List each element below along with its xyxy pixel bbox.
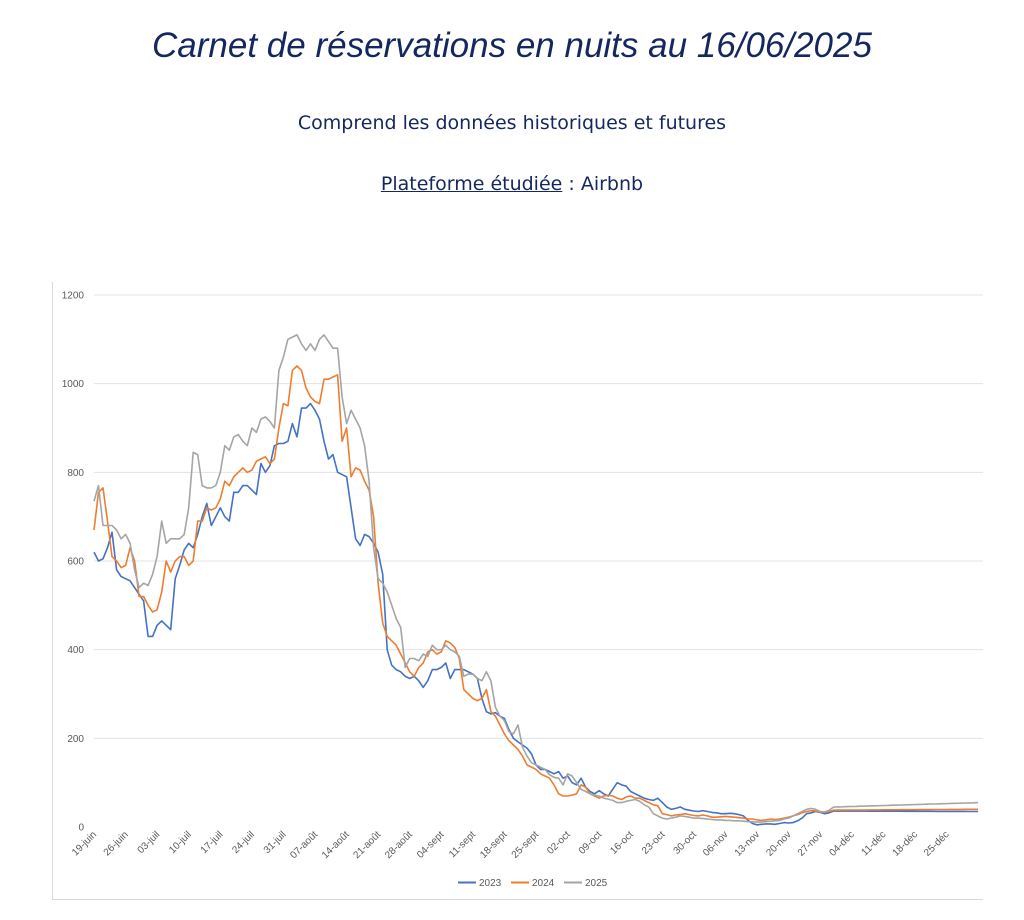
y-tick-label: 800 — [67, 468, 84, 479]
x-tick-label: 14-août — [320, 829, 352, 861]
y-tick-label: 400 — [67, 645, 84, 656]
legend-label-2025: 2025 — [585, 878, 608, 889]
series-line-2024 — [93, 365, 978, 822]
platform-value: Airbnb — [580, 173, 644, 195]
line-chart: 0 200 400 600 800 1000 1200 19-juin 26-juin 03-ju… — [62, 291, 983, 889]
x-tick-label: 30-oct — [672, 829, 700, 857]
x-tick-label: 11-déc — [860, 829, 889, 858]
y-tick-label: 200 — [67, 734, 84, 745]
x-tick-label: 18-sept — [478, 829, 510, 861]
x-tick-label: 31-juil — [262, 829, 289, 856]
platform-label: Plateforme étudiée — [380, 173, 563, 195]
platform-line: Plateforme étudiée : Airbnb — [0, 173, 1024, 195]
x-tick-label: 13-nov — [733, 829, 762, 858]
page-title: Carnet de réservations en nuits au 16/06… — [152, 26, 872, 65]
y-tick-label: 1200 — [62, 291, 85, 302]
x-tick-label: 04-sept — [415, 829, 447, 861]
legend-label-2024: 2024 — [532, 878, 555, 889]
y-tick-label: 0 — [78, 823, 84, 834]
x-tick-label: 02-oct — [545, 829, 573, 857]
x-tick-label: 20-nov — [764, 829, 793, 858]
x-tick-label: 04-déc — [827, 829, 856, 858]
x-tick-label: 27-nov — [796, 829, 825, 858]
y-tick-label: 1000 — [62, 379, 85, 390]
chart-frame: 0 200 400 600 800 1000 1200 19-juin 26-juin 03-ju… — [52, 282, 983, 900]
x-tick-label: 09-oct — [577, 829, 605, 857]
y-tick-label: 600 — [67, 557, 84, 568]
platform-separator: : — [562, 173, 581, 195]
x-tick-label: 03-juil — [136, 829, 163, 856]
page-subtitle: Comprend les données historiques et futu… — [297, 112, 727, 134]
x-tick-label: 16-oct — [608, 829, 636, 857]
x-tick-label: 26-juin — [102, 829, 131, 858]
x-tick-label: 11-sept — [447, 829, 478, 860]
x-tick-label: 24-juil — [230, 829, 257, 856]
legend-label-2023: 2023 — [479, 878, 502, 889]
x-tick-label: 25-déc — [922, 829, 951, 858]
x-tick-label: 19-juin — [70, 829, 99, 858]
x-tick-label: 21-août — [351, 829, 383, 861]
x-tick-label: 10-juil — [167, 829, 194, 856]
x-tick-label: 23-oct — [640, 829, 668, 857]
x-tick-label: 18-déc — [891, 829, 920, 858]
x-tick-label: 17-juil — [199, 829, 226, 856]
x-tick-label: 06-nov — [701, 829, 730, 858]
series-line-2025 — [93, 334, 979, 823]
series-line-2023 — [93, 402, 978, 826]
x-tick-label: 28-août — [383, 829, 415, 861]
x-tick-label: 07-août — [288, 829, 320, 861]
x-tick-label: 25-sept — [510, 829, 542, 861]
